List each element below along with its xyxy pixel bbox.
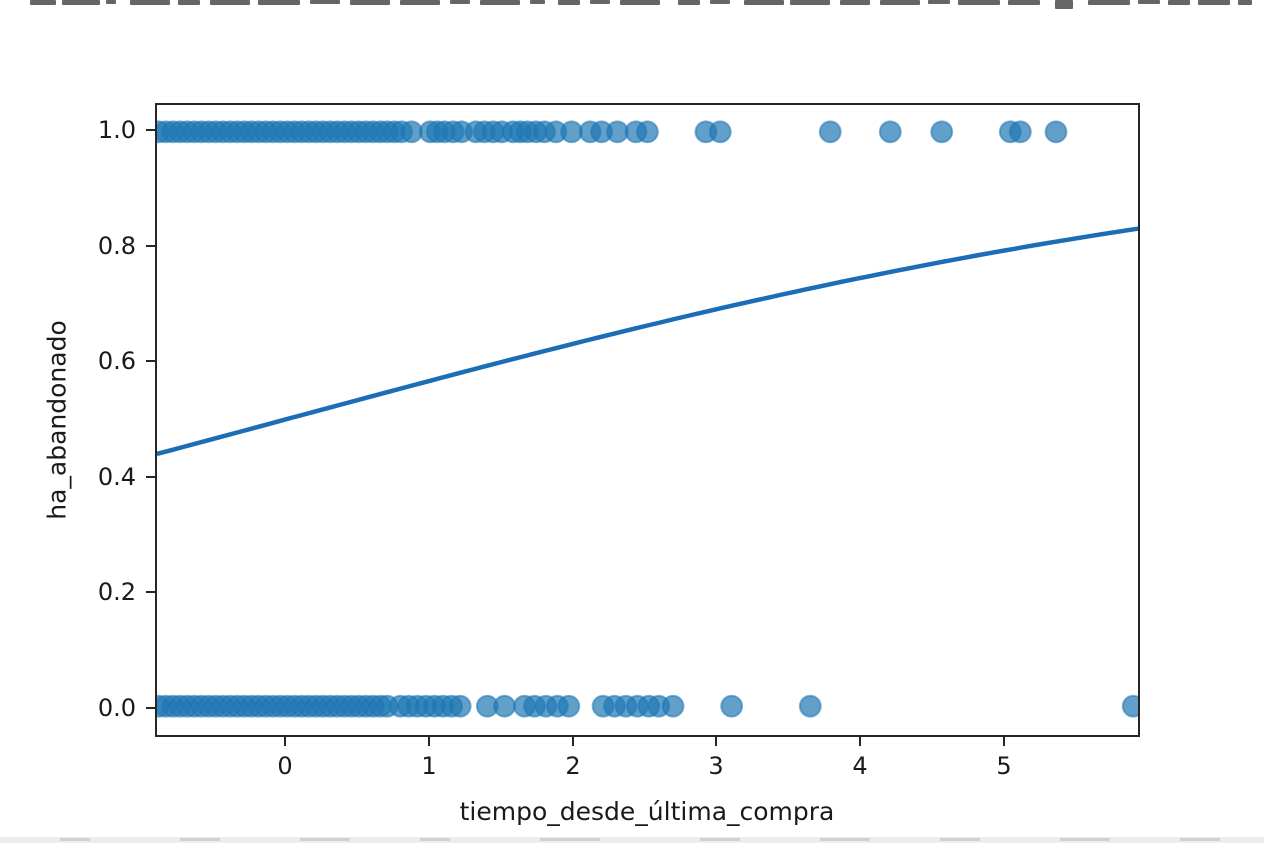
- scatter-points-y1: [157, 121, 1066, 142]
- plot-svg: [157, 105, 1138, 735]
- clipped-text-fragment: [62, 0, 100, 5]
- clipped-content-fragment: [820, 838, 870, 841]
- x-tick-label: 5: [996, 752, 1011, 780]
- y-tick-mark: [146, 591, 155, 593]
- clipped-content-fragment: [300, 838, 350, 841]
- clipped-text-fragment: [530, 0, 545, 4]
- clipped-text-fragment: [130, 0, 170, 5]
- y-tick-label: 1.0: [98, 116, 136, 144]
- clipped-content-fragment: [940, 838, 980, 841]
- clipped-text-fragment: [178, 0, 200, 5]
- clipped-text-fragment: [928, 0, 950, 4]
- x-tick-label: 1: [421, 752, 436, 780]
- y-tick-mark: [146, 360, 155, 362]
- clipped-text-fragment: [210, 0, 250, 5]
- data-point: [710, 121, 731, 142]
- clipped-content-fragment: [700, 838, 740, 841]
- clipped-text-fragment: [310, 0, 340, 4]
- clipped-text-fragment: [1138, 0, 1160, 4]
- clipped-content-strip-bottom: [0, 837, 1264, 843]
- clipped-text-fragment: [710, 0, 730, 4]
- clipped-text-fragment: [30, 0, 56, 5]
- x-tick-label: 2: [565, 752, 580, 780]
- x-tick-mark: [572, 737, 574, 746]
- x-tick-mark: [859, 737, 861, 746]
- clipped-content-fragment: [1180, 838, 1220, 841]
- data-point: [880, 121, 901, 142]
- data-point: [1123, 696, 1138, 717]
- scatter-points-y0: [157, 696, 1138, 717]
- data-point: [494, 696, 515, 717]
- data-point: [450, 696, 471, 717]
- clipped-text-fragment: [744, 0, 784, 5]
- data-point: [663, 696, 684, 717]
- y-tick-label: 0.2: [98, 578, 136, 606]
- clipped-text-fragment: [400, 0, 440, 5]
- data-point: [1046, 121, 1067, 142]
- clipped-text-fragment: [350, 0, 390, 5]
- data-point: [931, 121, 952, 142]
- clipped-text-fragment: [1088, 0, 1130, 5]
- data-point: [558, 696, 579, 717]
- y-tick-mark: [146, 129, 155, 131]
- y-tick-mark: [146, 707, 155, 709]
- clipped-text-fragment: [840, 0, 870, 5]
- x-tick-mark: [1003, 737, 1005, 746]
- clipped-text-fragment: [1008, 0, 1040, 5]
- y-tick-label: 0.6: [98, 347, 136, 375]
- clipped-content-fragment: [180, 838, 220, 841]
- x-tick-mark: [284, 737, 286, 746]
- clipped-text-fragment: [678, 0, 700, 5]
- x-tick-label: 4: [852, 752, 867, 780]
- x-tick-mark: [715, 737, 717, 746]
- x-tick-label: 0: [277, 752, 292, 780]
- clipped-text-fragment: [1168, 0, 1190, 5]
- y-tick-mark: [146, 245, 155, 247]
- y-tick-mark: [146, 476, 155, 478]
- y-axis-label: ha_abandonado: [43, 320, 72, 520]
- y-tick-label: 0.0: [98, 694, 136, 722]
- clipped-text-fragment: [958, 0, 1000, 5]
- y-tick-label: 0.8: [98, 232, 136, 260]
- x-axis-label: tiempo_desde_última_compra: [460, 797, 835, 826]
- clipped-content-fragment: [1060, 838, 1110, 841]
- data-point: [820, 121, 841, 142]
- clipped-text-strip-top: [0, 0, 1264, 10]
- x-tick-label: 3: [708, 752, 723, 780]
- data-point: [637, 121, 658, 142]
- clipped-text-fragment: [450, 0, 470, 4]
- data-point: [721, 696, 742, 717]
- clipped-text-fragment: [480, 0, 520, 5]
- x-tick-mark: [428, 737, 430, 746]
- clipped-content-fragment: [60, 838, 90, 841]
- clipped-text-fragment: [590, 0, 610, 4]
- clipped-text-fragment: [1055, 0, 1073, 9]
- clipped-text-fragment: [790, 0, 830, 5]
- clipped-text-fragment: [880, 0, 920, 5]
- axes-box: [155, 103, 1140, 737]
- clipped-text-fragment: [106, 0, 116, 4]
- clipped-text-fragment: [1238, 0, 1252, 5]
- clipped-text-fragment: [258, 0, 300, 5]
- clipped-text-fragment: [1198, 0, 1230, 5]
- data-point: [1010, 121, 1031, 142]
- y-tick-label: 0.4: [98, 463, 136, 491]
- clipped-content-fragment: [420, 838, 450, 841]
- logistic-regression-line: [158, 229, 1137, 454]
- clipped-content-fragment: [540, 838, 600, 841]
- data-point: [800, 696, 821, 717]
- figure-canvas: 0 1 2 3 4 5 0.0 0.2 0.4 0.6 0.8 1.0 tiempo_desde_úl…: [0, 0, 1264, 843]
- clipped-text-fragment: [558, 0, 580, 5]
- clipped-text-fragment: [620, 0, 660, 5]
